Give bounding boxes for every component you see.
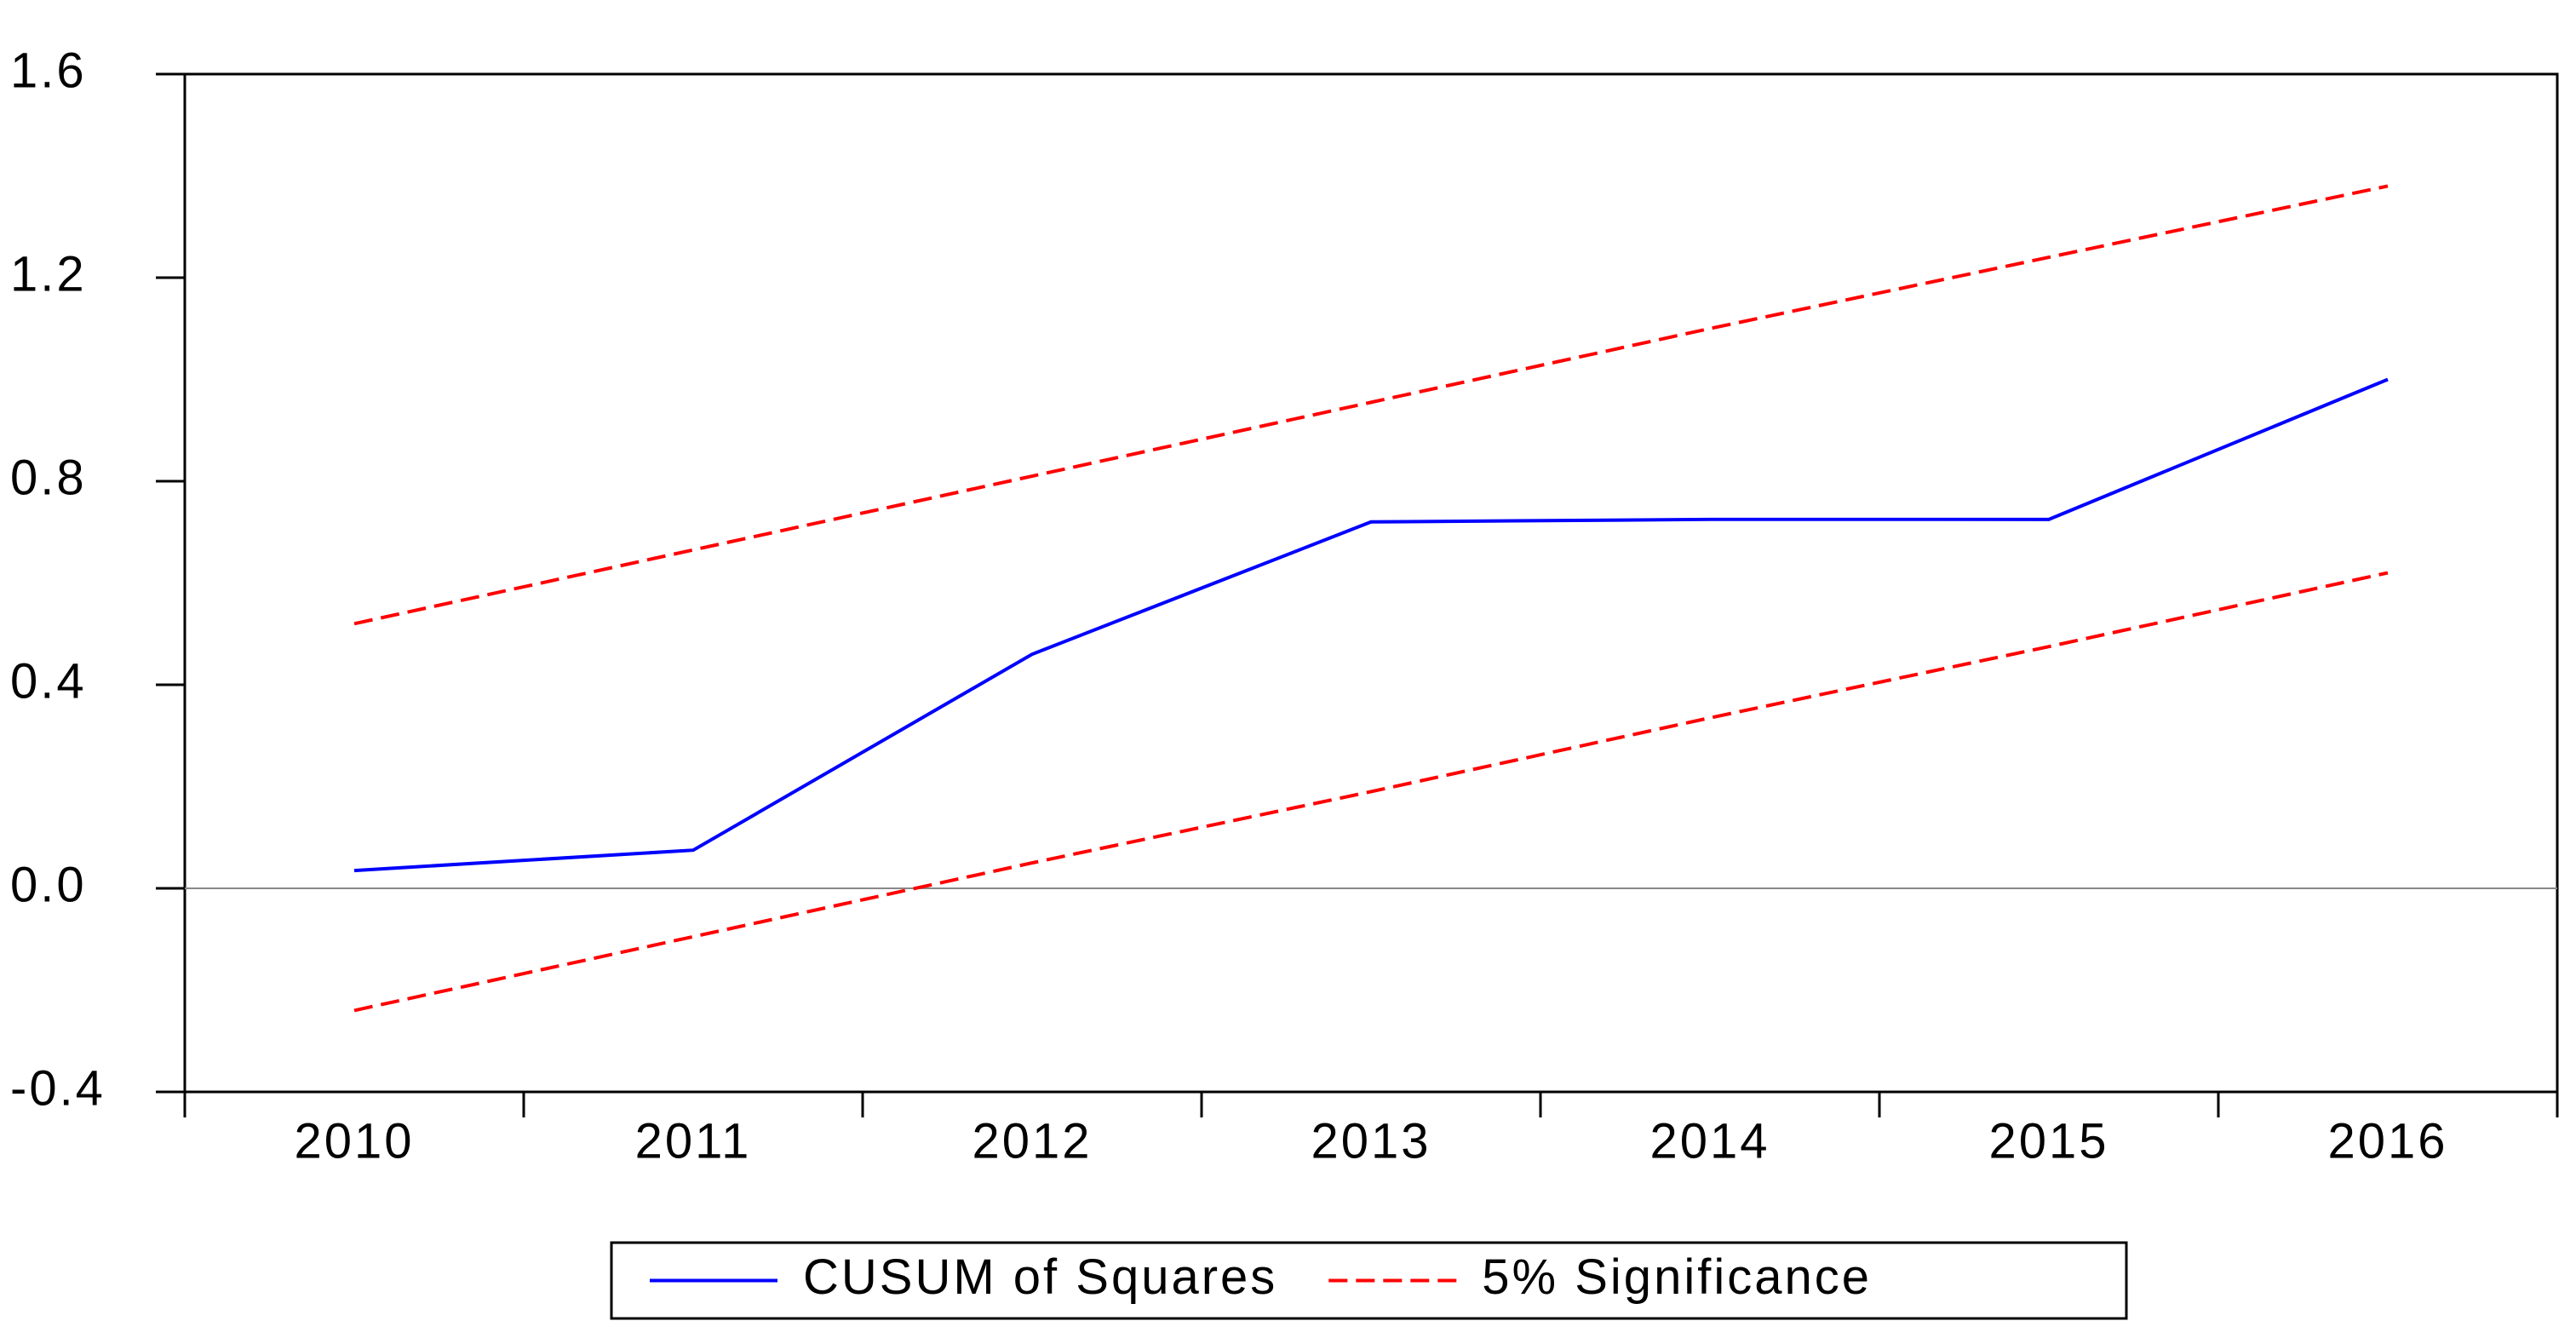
x-tick-label: 2013	[1311, 1113, 1431, 1169]
y-tick-label: 0.8	[10, 450, 87, 505]
y-tick-label: 0.0	[10, 857, 87, 912]
y-tick-label: 1.6	[10, 43, 87, 98]
plot-frame	[183, 72, 2559, 1094]
series-line	[353, 571, 2389, 1013]
y-tick-label: 1.2	[10, 246, 87, 302]
y-tick-label: -0.4	[10, 1060, 106, 1116]
x-tick-label: 2011	[635, 1113, 752, 1169]
x-tick-label: 2012	[972, 1113, 1092, 1169]
x-tick-label: 2016	[2327, 1113, 2447, 1169]
y-tick-label: 0.4	[10, 653, 87, 709]
x-tick-label: 2014	[1649, 1113, 1770, 1169]
legend-label: CUSUM of Squares	[803, 1249, 1277, 1305]
series-line	[353, 184, 2389, 626]
legend-label: 5% Significance	[1482, 1249, 1872, 1305]
x-tick-label: 2015	[1988, 1113, 2108, 1169]
x-tick-label: 2010	[294, 1113, 414, 1169]
series-line	[353, 377, 2389, 873]
